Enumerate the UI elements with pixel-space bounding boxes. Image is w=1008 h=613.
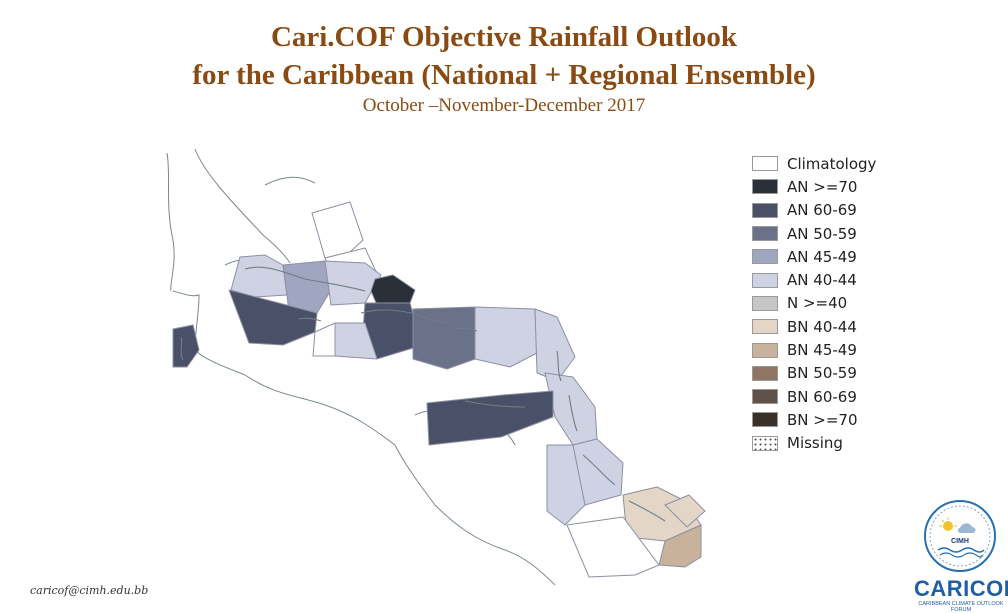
legend-label: BN 45-49: [787, 341, 857, 360]
legend-item: AN >=70: [752, 175, 876, 198]
legend-swatch: [752, 342, 778, 358]
region-bahamas-north: [311, 201, 364, 259]
legend-item: BN 60-69: [752, 385, 876, 408]
region-venezuela-coast: [426, 390, 554, 446]
legend-item: Missing: [752, 432, 876, 455]
caricof-logo: CIMH CARICOF CARIBBEAN CLIMATE OUTLOOK F…: [914, 500, 1008, 613]
legend-swatch-missing: [752, 435, 778, 451]
legend-label: AN 50-59: [787, 224, 857, 243]
legend-swatch: [752, 179, 778, 195]
legend-label: BN 60-69: [787, 387, 857, 406]
contact-email: caricof@cimh.edu.bb: [30, 584, 149, 597]
map-title-line-1: Cari.COF Objective Rainfall Outlook: [270, 21, 738, 53]
region-french-guiana-north: [664, 494, 706, 528]
region-puerto-rico: [474, 306, 538, 368]
legend-label: BN 50-59: [787, 364, 857, 383]
legend-item: BN 50-59: [752, 362, 876, 385]
region-leeward-islands: [534, 308, 576, 382]
legend-item: Climatology: [752, 152, 876, 175]
region-hispaniola-east: [412, 306, 476, 370]
legend-label: Climatology: [787, 154, 877, 173]
region-guyana-central: [546, 444, 586, 526]
legend-item: BN >=70: [752, 408, 876, 431]
legend-item: AN 50-59: [752, 222, 876, 245]
region-guyana-south: [566, 516, 660, 578]
legend-swatch: [752, 202, 778, 218]
legend-item: N >=40: [752, 292, 876, 315]
legend-item: AN 60-69: [752, 199, 876, 222]
legend-swatch: [752, 412, 778, 428]
logo-wordmark: CARICOF: [914, 576, 1008, 601]
legend: Climatology AN >=70 AN 60-69 AN 50-59 AN…: [752, 152, 876, 455]
legend-item: BN 40-44: [752, 315, 876, 338]
svg-text:CIMH: CIMH: [951, 538, 969, 545]
cimh-seal: CIMH: [924, 500, 996, 572]
region-cayman-jamaica-sea: [228, 289, 318, 346]
legend-swatch: [752, 156, 778, 172]
legend-swatch: [752, 365, 778, 381]
legend-label: Missing: [787, 434, 843, 453]
legend-item: BN 45-49: [752, 338, 876, 361]
caribbean-outlook-map: [165, 145, 725, 607]
cimh-seal-icon: CIMH: [929, 505, 991, 567]
region-french-guiana-south: [658, 524, 702, 568]
legend-label: AN 40-44: [787, 271, 857, 290]
legend-swatch: [752, 389, 778, 405]
region-caribbean-sea-band: [334, 322, 378, 360]
legend-label: AN 45-49: [787, 247, 857, 266]
legend-label: AN 60-69: [787, 201, 857, 220]
forecast-period: October –November-December 2017: [362, 95, 646, 116]
legend-swatch: [752, 226, 778, 242]
legend-swatch: [752, 295, 778, 311]
logo-tagline: CARIBBEAN CLIMATE OUTLOOK FORUM: [918, 601, 1004, 613]
legend-label: AN >=70: [787, 177, 858, 196]
legend-label: N >=40: [787, 294, 848, 313]
legend-swatch: [752, 249, 778, 265]
region-belize: [172, 324, 200, 368]
map-title-line-2: for the Caribbean (National + Regional E…: [192, 59, 816, 91]
legend-label: BN >=70: [787, 410, 858, 429]
legend-swatch: [752, 272, 778, 288]
legend-item: AN 40-44: [752, 268, 876, 291]
legend-swatch: [752, 319, 778, 335]
legend-label: BN 40-44: [787, 317, 857, 336]
legend-item: AN 45-49: [752, 245, 876, 268]
